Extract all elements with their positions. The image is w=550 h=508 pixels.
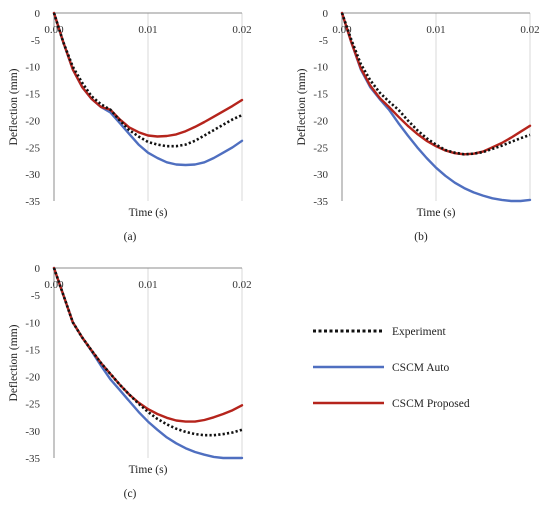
y-tick-label: -10 bbox=[25, 317, 40, 329]
y-tick-label: -10 bbox=[25, 62, 40, 74]
x-axis-label: Time (s) bbox=[129, 207, 168, 219]
y-tick-label: -25 bbox=[25, 142, 40, 154]
y-tick-label: -30 bbox=[25, 169, 40, 181]
y-tick-label: -5 bbox=[319, 35, 329, 47]
legend-item-cscm-proposed: CSCM Proposed bbox=[313, 398, 470, 410]
x-tick-label: 0.02 bbox=[520, 24, 539, 36]
x-tick-label: 0.01 bbox=[138, 24, 157, 36]
panel-label-a: (a) bbox=[124, 231, 137, 243]
y-tick-label: -20 bbox=[25, 115, 40, 127]
tick-labels: 0-5-10-15-20-25-30-350.00 0.01 0.02 bbox=[25, 263, 251, 465]
tick-labels: 0-5-10-15-20-25-30-350.00 0.01 0.02 bbox=[313, 8, 539, 208]
y-tick-label: -30 bbox=[25, 426, 40, 438]
y-tick-label: -35 bbox=[25, 453, 40, 465]
grid-lines bbox=[54, 13, 242, 201]
legend-label-experiment: Experiment bbox=[392, 326, 446, 338]
x-tick-label: 0.01 bbox=[426, 24, 445, 36]
y-tick-label: -20 bbox=[313, 115, 328, 127]
x-tick-label: 0.02 bbox=[232, 24, 251, 36]
x-tick-label: 0.02 bbox=[232, 279, 251, 291]
y-axis-label: Deflection (mm) bbox=[296, 68, 308, 145]
y-axis-label: Deflection (mm) bbox=[8, 324, 20, 401]
chart-panel-a: 0-5-10-15-20-25-30-350.00 0.01 0.02 Time (… bbox=[8, 8, 252, 243]
y-tick-label: 0 bbox=[323, 8, 329, 20]
y-tick-label: -30 bbox=[313, 169, 328, 181]
x-axis-label: Time (s) bbox=[417, 207, 456, 219]
y-tick-label: -20 bbox=[25, 372, 40, 384]
y-tick-label: -5 bbox=[31, 35, 41, 47]
legend-label-cscm-proposed: CSCM Proposed bbox=[392, 398, 470, 410]
tick-labels: 0-5-10-15-20-25-30-350.00 0.01 0.02 bbox=[25, 8, 251, 208]
legend: Experiment CSCM Auto CSCM Proposed bbox=[313, 326, 470, 410]
legend-label-cscm-auto: CSCM Auto bbox=[392, 362, 449, 374]
grid-lines bbox=[54, 268, 242, 458]
y-tick-label: -35 bbox=[25, 196, 40, 208]
legend-item-cscm-auto: CSCM Auto bbox=[313, 362, 449, 374]
y-tick-label: -25 bbox=[25, 399, 40, 411]
chart-panel-b: 0-5-10-15-20-25-30-350.00 0.01 0.02 Time (… bbox=[296, 8, 540, 243]
y-tick-label: -25 bbox=[313, 142, 328, 154]
y-tick-label: -15 bbox=[25, 89, 40, 101]
y-tick-label: -5 bbox=[31, 290, 41, 302]
y-tick-label: -35 bbox=[313, 196, 328, 208]
y-tick-label: -10 bbox=[313, 62, 328, 74]
legend-item-experiment: Experiment bbox=[313, 326, 446, 338]
grid-lines bbox=[342, 13, 530, 201]
x-axis-label: Time (s) bbox=[129, 464, 168, 476]
y-tick-label: -15 bbox=[25, 344, 40, 356]
y-tick-label: -15 bbox=[313, 89, 328, 101]
x-tick-label: 0.01 bbox=[138, 279, 157, 291]
panel-label-c: (c) bbox=[124, 488, 137, 500]
chart-panel-c: 0-5-10-15-20-25-30-350.00 0.01 0.02 Time (… bbox=[8, 263, 252, 500]
y-axis-label: Deflection (mm) bbox=[8, 68, 20, 145]
y-tick-label: 0 bbox=[35, 263, 41, 275]
y-tick-label: 0 bbox=[35, 8, 41, 20]
panel-label-b: (b) bbox=[414, 231, 428, 243]
